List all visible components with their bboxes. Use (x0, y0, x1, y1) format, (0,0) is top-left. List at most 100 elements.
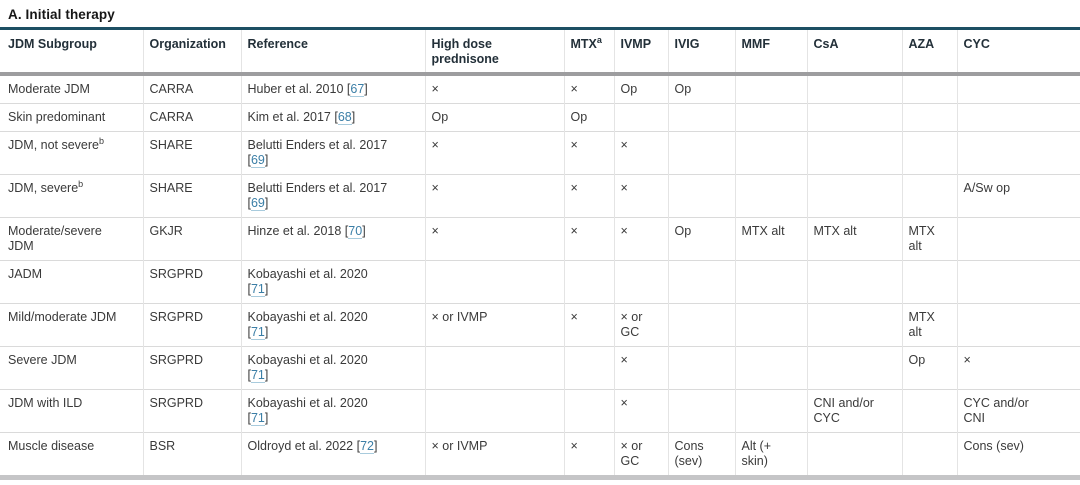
reference-cell: Huber et al. 2010 [67] (240, 73, 425, 104)
cell-mmf (734, 303, 807, 347)
footnote-marker: b (78, 178, 84, 189)
organization-cell: SRGPRD (142, 389, 241, 433)
cell-ivig (667, 131, 735, 175)
organization-cell: BSR (142, 432, 241, 480)
col-header-aza: AZA (901, 30, 957, 76)
table-row: Severe JDM SRGPRD Kobayashi et al. 2020 [71… (0, 346, 1080, 390)
cell-ivmp: × (613, 174, 668, 218)
header-row: JDM Subgroup Organization Reference High do… (0, 30, 1080, 76)
col-header-organization: Organization (142, 30, 241, 76)
cell-mmf (734, 103, 807, 132)
cell-csa (806, 346, 902, 390)
cell-ivmp: × (613, 346, 668, 390)
citation-link[interactable]: 72 (360, 439, 374, 454)
cell-cyc: A/Sw op (956, 174, 1080, 218)
cell-cyc (956, 260, 1080, 304)
cell-mmf: MTX alt (734, 217, 807, 261)
cell-aza: MTX alt (901, 217, 957, 261)
cell-ivig (667, 260, 735, 304)
cell-mtx: × (563, 131, 614, 175)
cell-aza (901, 389, 957, 433)
initial-therapy-table: JDM Subgroup Organization Reference High do… (0, 30, 1080, 480)
reference-cell: Kim et al. 2017 [68] (240, 103, 425, 132)
citation-link[interactable]: 71 (250, 368, 265, 383)
col-header-reference: Reference (240, 30, 425, 76)
col-header-ivig: IVIG (667, 30, 735, 76)
table-row: Skin predominant CARRA Kim et al. 2017 [68… (0, 103, 1080, 132)
cell-ivig (667, 346, 735, 390)
table-row: Muscle disease BSR Oldroyd et al. 2022 [72… (0, 432, 1080, 480)
cell-aza: Op (901, 346, 957, 390)
cell-aza (901, 432, 957, 480)
cell-csa (806, 174, 902, 218)
subgroup-cell: Moderate/severe JDM (0, 217, 143, 261)
citation-link[interactable]: 70 (348, 224, 363, 239)
citation-link[interactable]: 71 (250, 282, 265, 297)
citation-link[interactable]: 71 (250, 325, 265, 340)
organization-cell: SRGPRD (142, 303, 241, 347)
col-header-ivmp: IVMP (613, 30, 668, 76)
cell-ivmp: × (613, 131, 668, 175)
subgroup-cell: Moderate JDM (0, 73, 143, 104)
cell-csa: MTX alt (806, 217, 902, 261)
cell-csa (806, 131, 902, 175)
cell-ivig (667, 303, 735, 347)
subgroup-cell: Mild/moderate JDM (0, 303, 143, 347)
cell-high-dose-prednisone: × (424, 174, 564, 218)
subgroup-cell: Severe JDM (0, 346, 143, 390)
cell-aza (901, 174, 957, 218)
section-title: A. Initial therapy (0, 0, 1080, 30)
citation-link[interactable]: 67 (350, 82, 365, 97)
col-header-cyc: CYC (956, 30, 1080, 76)
cell-ivmp: × (613, 389, 668, 433)
table-row: JADM SRGPRD Kobayashi et al. 2020 [71] (0, 260, 1080, 304)
cell-aza (901, 260, 957, 304)
cell-csa (806, 103, 902, 132)
cell-ivig (667, 174, 735, 218)
reference-cell: Hinze et al. 2018 [70] (240, 217, 425, 261)
cell-mtx (563, 260, 614, 304)
citation-link[interactable]: 71 (250, 411, 265, 426)
cell-mtx (563, 389, 614, 433)
cell-cyc: Cons (sev) (956, 432, 1080, 480)
reference-cell: Kobayashi et al. 2020 [71] (240, 346, 425, 390)
table-body: Moderate JDM CARRA Huber et al. 2010 [67] ×… (0, 73, 1080, 480)
table-header: JDM Subgroup Organization Reference High do… (0, 30, 1080, 76)
cell-cyc (956, 73, 1080, 104)
subgroup-cell: JDM with ILD (0, 389, 143, 433)
reference-cell: Kobayashi et al. 2020 [71] (240, 260, 425, 304)
organization-cell: CARRA (142, 73, 241, 104)
organization-cell: SHARE (142, 174, 241, 218)
cell-high-dose-prednisone: × (424, 73, 564, 104)
cell-mtx: Op (563, 103, 614, 132)
cell-mmf: Alt (+ skin) (734, 432, 807, 480)
cell-cyc: CYC and/or CNI (956, 389, 1080, 433)
subgroup-cell: Muscle disease (0, 432, 143, 480)
cell-mmf (734, 260, 807, 304)
cell-mtx: × (563, 432, 614, 480)
reference-cell: Belutti Enders et al. 2017 [69] (240, 174, 425, 218)
cell-mtx: × (563, 73, 614, 104)
cell-csa (806, 303, 902, 347)
citation-link[interactable]: 69 (250, 153, 265, 168)
cell-aza: MTX alt (901, 303, 957, 347)
cell-high-dose-prednisone: × (424, 131, 564, 175)
table-row: JDM with ILD SRGPRD Kobayashi et al. 2020[… (0, 389, 1080, 433)
cell-csa (806, 73, 902, 104)
col-header-mtx: MTXa (563, 30, 614, 76)
organization-cell: CARRA (142, 103, 241, 132)
cell-cyc (956, 103, 1080, 132)
cell-mmf (734, 389, 807, 433)
citation-link[interactable]: 69 (250, 196, 265, 211)
cell-aza (901, 103, 957, 132)
cell-ivig: Op (667, 217, 735, 261)
cell-ivmp: Op (613, 73, 668, 104)
cell-mtx (563, 346, 614, 390)
cell-mmf (734, 174, 807, 218)
reference-cell: Kobayashi et al. 2020 [71] (240, 389, 425, 433)
cell-ivmp: × or GC (613, 432, 668, 480)
footnote-marker: b (99, 135, 105, 146)
subgroup-cell: Skin predominant (0, 103, 143, 132)
citation-link[interactable]: 68 (337, 110, 352, 125)
